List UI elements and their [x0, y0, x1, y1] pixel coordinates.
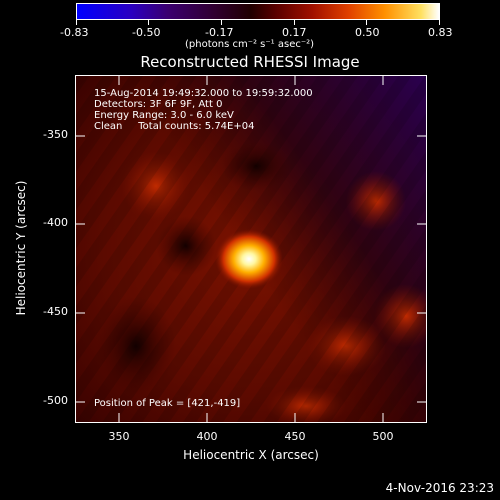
x-tick-label: 400: [196, 430, 218, 443]
observation-time: 15-Aug-2014 19:49:32.000 to 19:59:32.000: [94, 88, 313, 99]
detectors-info: Detectors: 3F 6F 9F, Att 0: [94, 99, 223, 110]
plot-title: Reconstructed RHESSI Image: [140, 53, 360, 71]
colorbar-tick-label: -0.50: [132, 26, 161, 39]
peak-position: Position of Peak = [421,-419]: [94, 398, 241, 409]
colorbar-tick-label: 0.17: [282, 26, 307, 39]
solar-image: [76, 76, 426, 422]
colorbar-tick-label: -0.83: [60, 26, 89, 39]
energy-range: Energy Range: 3.0 - 6.0 keV: [94, 110, 234, 121]
x-tick-label: 350: [108, 430, 130, 443]
y-tick-label: -450: [43, 305, 68, 318]
colorbar-tick-label: -0.17: [205, 26, 234, 39]
colorbar-tick-label: 0.83: [428, 26, 453, 39]
footer-date: 4-Nov-2016 23:23: [385, 481, 494, 495]
x-axis-label: Heliocentric X (arcsec): [183, 448, 319, 462]
colorbar-tick-label: 0.50: [355, 26, 380, 39]
clean-total-counts: Clean Total counts: 5.74E+04: [94, 121, 255, 132]
y-tick-label: -350: [43, 128, 68, 141]
x-tick-label: 450: [284, 430, 306, 443]
image-panel: [75, 75, 427, 423]
y-tick-label: -500: [43, 394, 68, 407]
colorbar-unit-label: (photons cm⁻² s⁻¹ asec⁻²): [185, 39, 315, 50]
colorbar: [76, 3, 440, 20]
y-tick-label: -400: [43, 216, 68, 229]
y-axis-label: Heliocentric Y (arcsec): [14, 180, 28, 316]
x-tick-label: 500: [372, 430, 394, 443]
